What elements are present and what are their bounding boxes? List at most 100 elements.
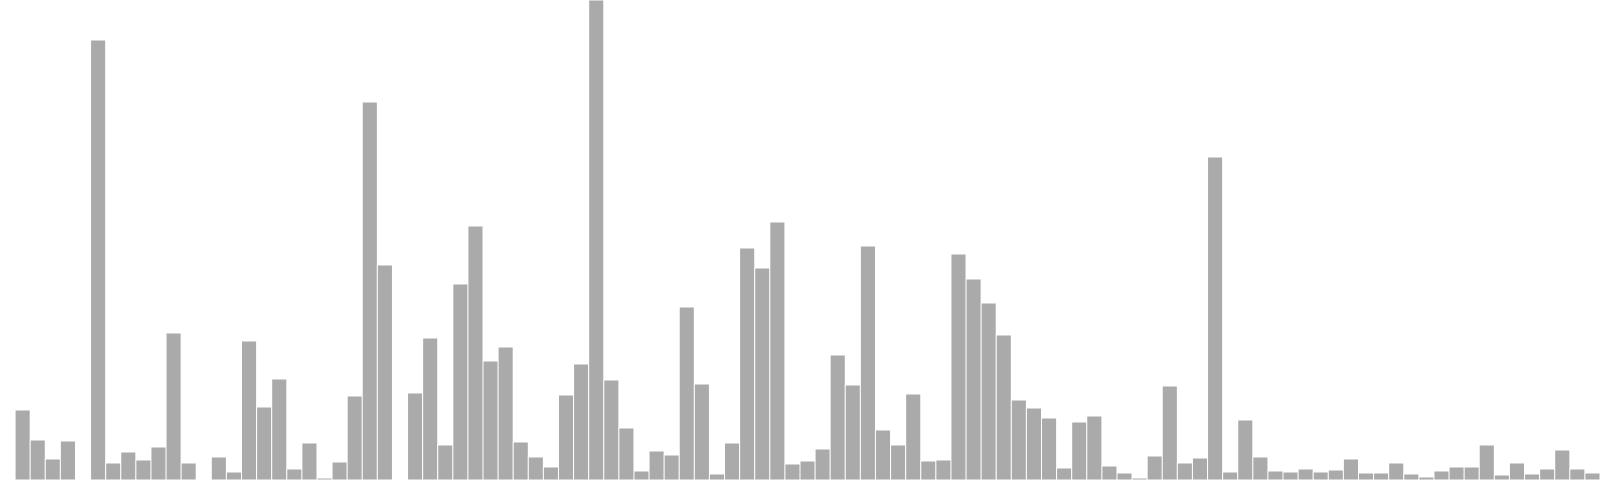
bar-48 [724,442,741,480]
bar-63 [950,253,967,480]
bar-18 [271,378,288,480]
bar-74 [1116,472,1133,480]
bar-36 [542,466,559,480]
bar-49 [739,247,756,480]
bar-55 [829,354,846,480]
bar-30 [452,283,469,480]
bar-2 [29,439,46,480]
bar-23 [346,395,363,480]
bar-100 [1508,462,1526,480]
bar-40 [603,379,620,480]
bar-58 [874,429,892,480]
bar-14 [210,456,227,480]
bar-24 [361,101,378,480]
bar-79 [1191,457,1209,480]
bar-17 [256,406,273,480]
bar-92 [1388,462,1405,480]
bar-103 [1554,449,1571,480]
bar-77 [1161,385,1178,480]
bar-19 [286,468,303,480]
bar-90 [1357,472,1375,480]
bar-66 [995,334,1012,480]
bar-25 [376,264,393,480]
bar-60 [905,393,922,480]
bar-52 [784,463,801,480]
bar-96 [1448,466,1465,480]
bar-86 [1297,468,1314,480]
bar-85 [1282,471,1299,480]
bar-105 [1584,472,1600,480]
bar-32 [482,360,499,480]
bar-15 [225,471,243,480]
bar-22 [331,461,348,480]
bar-20 [301,442,318,480]
bar-9 [135,459,152,480]
bar-12 [180,462,197,480]
bar-93 [1403,473,1420,480]
bar-81 [1222,471,1239,480]
bar-10 [150,446,167,480]
bar-37 [557,394,575,480]
bars-group [14,0,1600,480]
bar-16 [241,340,258,480]
bar-46 [693,383,710,480]
bar-47 [708,473,726,480]
bar-87 [1312,471,1329,480]
bar-82 [1237,419,1254,480]
bar-64 [965,278,982,480]
bar-27 [407,392,424,480]
bar-62 [935,459,952,480]
bar-29 [437,444,454,480]
bar-4 [59,440,76,480]
bar-50 [754,267,771,480]
bar-101 [1524,473,1541,480]
bar-43 [648,450,665,480]
bar-51 [769,221,786,480]
bar-89 [1342,458,1359,480]
bar-35 [527,456,544,480]
bar-53 [799,460,816,480]
bar-91 [1373,472,1390,480]
bar-45 [678,306,695,480]
bar-1 [14,409,31,480]
bar-95 [1433,470,1450,480]
bar-80 [1207,156,1224,480]
bar-8 [120,451,137,480]
bar-71 [1071,421,1088,480]
bar-57 [859,245,876,480]
bar-98 [1478,444,1495,480]
bar-70 [1056,467,1073,480]
bar-102 [1539,468,1556,480]
bar-3 [44,458,61,480]
bar-11 [165,332,182,480]
bar-84 [1267,470,1284,480]
bar-31 [467,225,484,480]
bar-33 [497,346,514,480]
bar-78 [1176,462,1193,480]
bar-68 [1025,407,1043,480]
bar-54 [814,448,831,480]
bar-6 [90,39,107,480]
bar-65 [980,302,997,480]
bar-39 [588,0,605,480]
bar-88 [1327,469,1344,480]
bar-67 [1010,399,1027,480]
bar-41 [618,427,635,480]
bar-56 [844,384,861,480]
bar-59 [890,444,907,480]
bar-61 [920,460,937,480]
bar-97 [1463,466,1480,480]
bar-44 [663,454,680,480]
bar-73 [1101,465,1118,480]
bar-72 [1086,415,1103,480]
bar-69 [1041,417,1058,480]
bar-76 [1146,455,1163,480]
bar-7 [105,462,122,480]
bar-83 [1252,456,1269,480]
bar-99 [1493,474,1510,480]
bar-28 [422,337,439,480]
bar-34 [512,441,529,480]
bar-38 [573,363,590,480]
